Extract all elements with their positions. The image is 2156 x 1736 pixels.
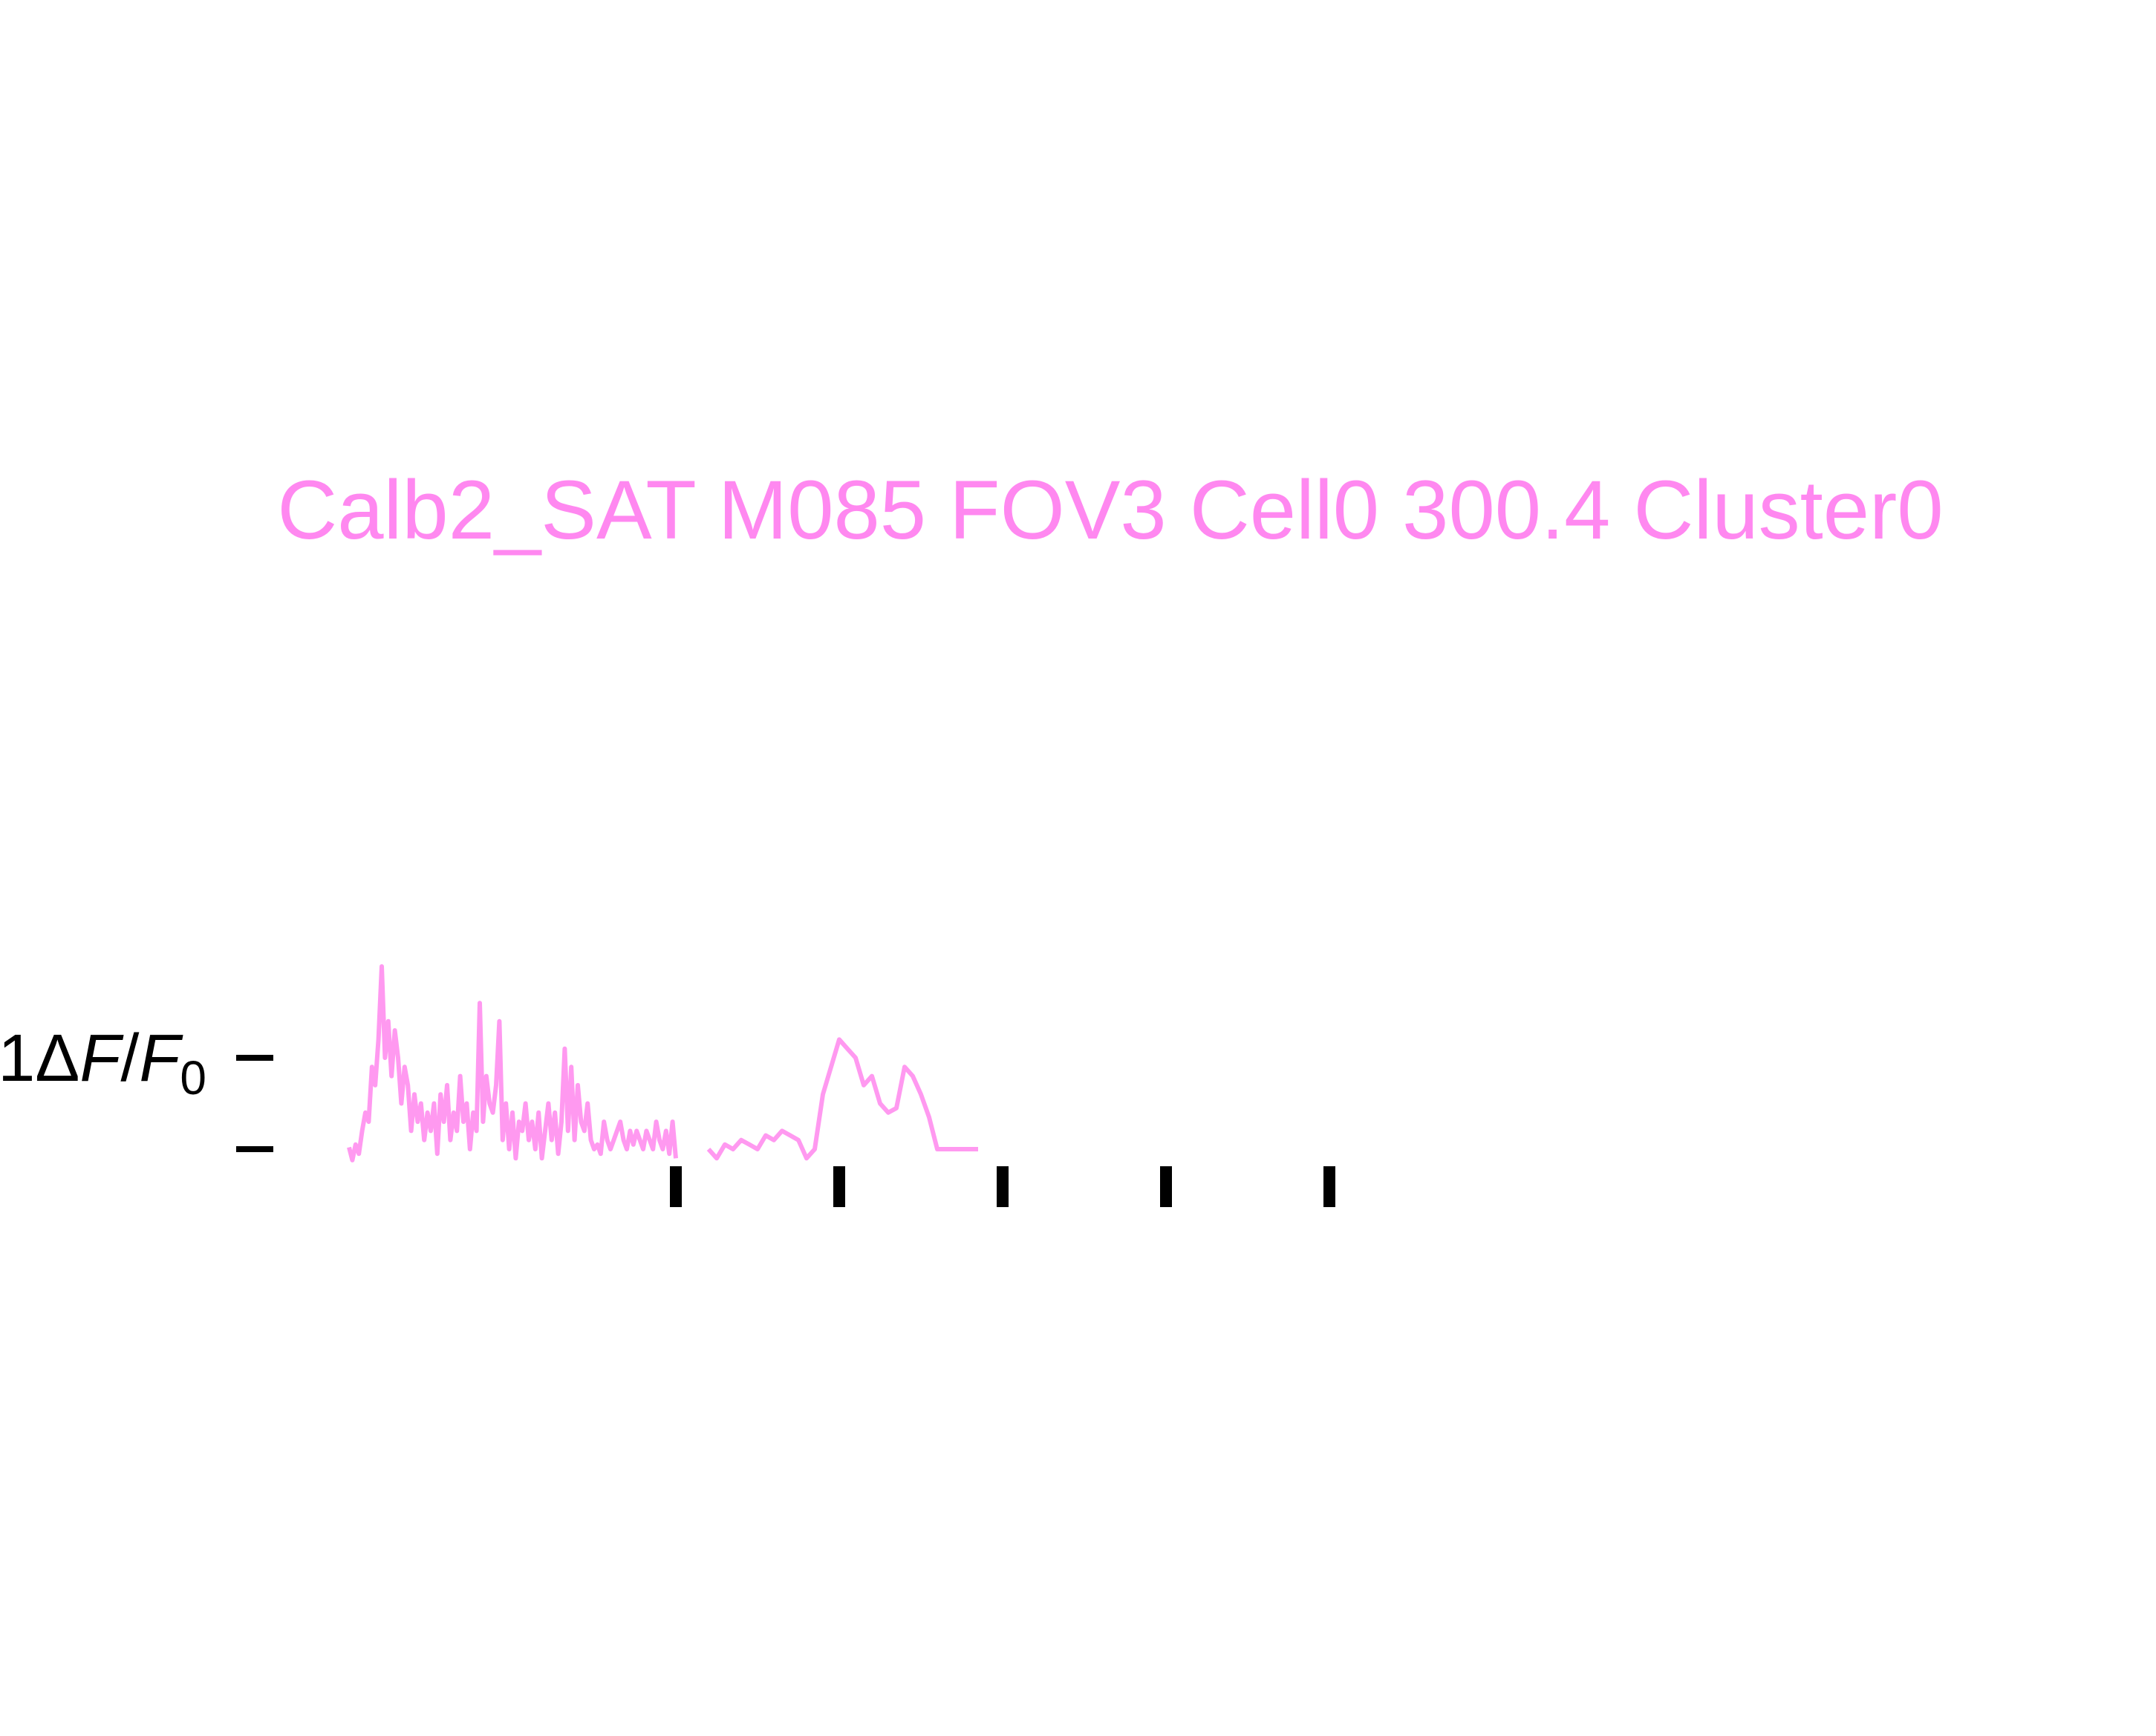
scale-bar [236,1055,273,1152]
trace-layer [347,964,978,1163]
y-scale-label-subscript: 0 [180,1051,206,1105]
y-scale-label-f-base: F [139,1021,183,1096]
y-scale-label-f: F [79,1021,124,1096]
y-scale-label-delta: Δ [35,1021,79,1096]
y-scale-label-value: 1 [0,1021,35,1096]
trace-segment-2 [706,1037,978,1161]
stimulus-markers [670,1166,1335,1207]
y-scale-label: 1ΔF/F0 [0,1021,206,1105]
chart-title: Calb2_SAT M085 FOV3 Cell0 300.4 Cluster0 [277,464,1943,556]
trace-segment-1 [347,964,678,1163]
y-scale-label-slash: / [120,1021,139,1096]
